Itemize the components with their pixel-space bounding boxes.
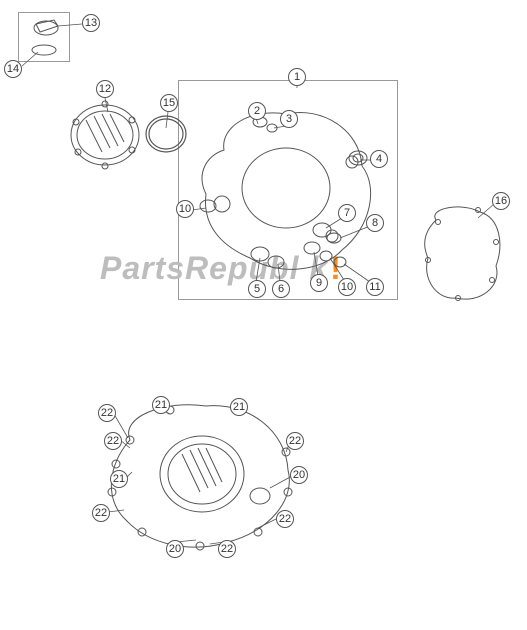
callout-10a: 10 xyxy=(176,200,194,218)
callout-10b: 10 xyxy=(338,278,356,296)
callout-label: 9 xyxy=(310,274,328,292)
callout-label: 10 xyxy=(176,200,194,218)
leader-lines xyxy=(0,0,527,630)
callout-label: 22 xyxy=(92,504,110,522)
callout-3: 3 xyxy=(280,110,298,128)
callout-label: 8 xyxy=(366,214,384,232)
callout-5: 5 xyxy=(248,280,266,298)
callout-8: 8 xyxy=(366,214,384,232)
callout-label: 11 xyxy=(366,278,384,296)
callout-21c: 21 xyxy=(110,470,128,488)
callout-21b: 21 xyxy=(230,398,248,416)
callout-label: 10 xyxy=(338,278,356,296)
callout-16: 16 xyxy=(492,192,510,210)
callout-22f: 22 xyxy=(218,540,236,558)
callout-1: 1 xyxy=(288,68,306,86)
callout-13: 13 xyxy=(82,14,100,32)
callout-label: 15 xyxy=(160,94,178,112)
callout-label: 7 xyxy=(338,204,356,222)
callout-20b: 20 xyxy=(166,540,184,558)
callout-12: 12 xyxy=(96,80,114,98)
callout-label: 1 xyxy=(288,68,306,86)
callout-20a: 20 xyxy=(290,466,308,484)
callout-11: 11 xyxy=(366,278,384,296)
callout-4: 4 xyxy=(370,150,388,168)
callout-22b: 22 xyxy=(104,432,122,450)
callout-9: 9 xyxy=(310,274,328,292)
callout-label: 21 xyxy=(230,398,248,416)
callout-label: 4 xyxy=(370,150,388,168)
callout-label: 2 xyxy=(248,102,266,120)
callout-label: 6 xyxy=(272,280,290,298)
callout-label: 13 xyxy=(82,14,100,32)
callout-7: 7 xyxy=(338,204,356,222)
callout-6: 6 xyxy=(272,280,290,298)
callout-22d: 22 xyxy=(92,504,110,522)
callout-label: 22 xyxy=(286,432,304,450)
callout-22a: 22 xyxy=(98,404,116,422)
callout-15: 15 xyxy=(160,94,178,112)
callout-label: 12 xyxy=(96,80,114,98)
callout-label: 16 xyxy=(492,192,510,210)
callout-2: 2 xyxy=(248,102,266,120)
callout-label: 21 xyxy=(110,470,128,488)
callout-label: 5 xyxy=(248,280,266,298)
callout-14: 14 xyxy=(4,60,22,78)
callout-label: 20 xyxy=(290,466,308,484)
callout-21a: 21 xyxy=(152,396,170,414)
callout-22e: 22 xyxy=(276,510,294,528)
callout-label: 14 xyxy=(4,60,22,78)
callout-22c: 22 xyxy=(286,432,304,450)
callout-label: 20 xyxy=(166,540,184,558)
callout-label: 22 xyxy=(276,510,294,528)
callout-label: 3 xyxy=(280,110,298,128)
callout-label: 21 xyxy=(152,396,170,414)
callout-label: 22 xyxy=(104,432,122,450)
callout-label: 22 xyxy=(98,404,116,422)
callout-label: 22 xyxy=(218,540,236,558)
